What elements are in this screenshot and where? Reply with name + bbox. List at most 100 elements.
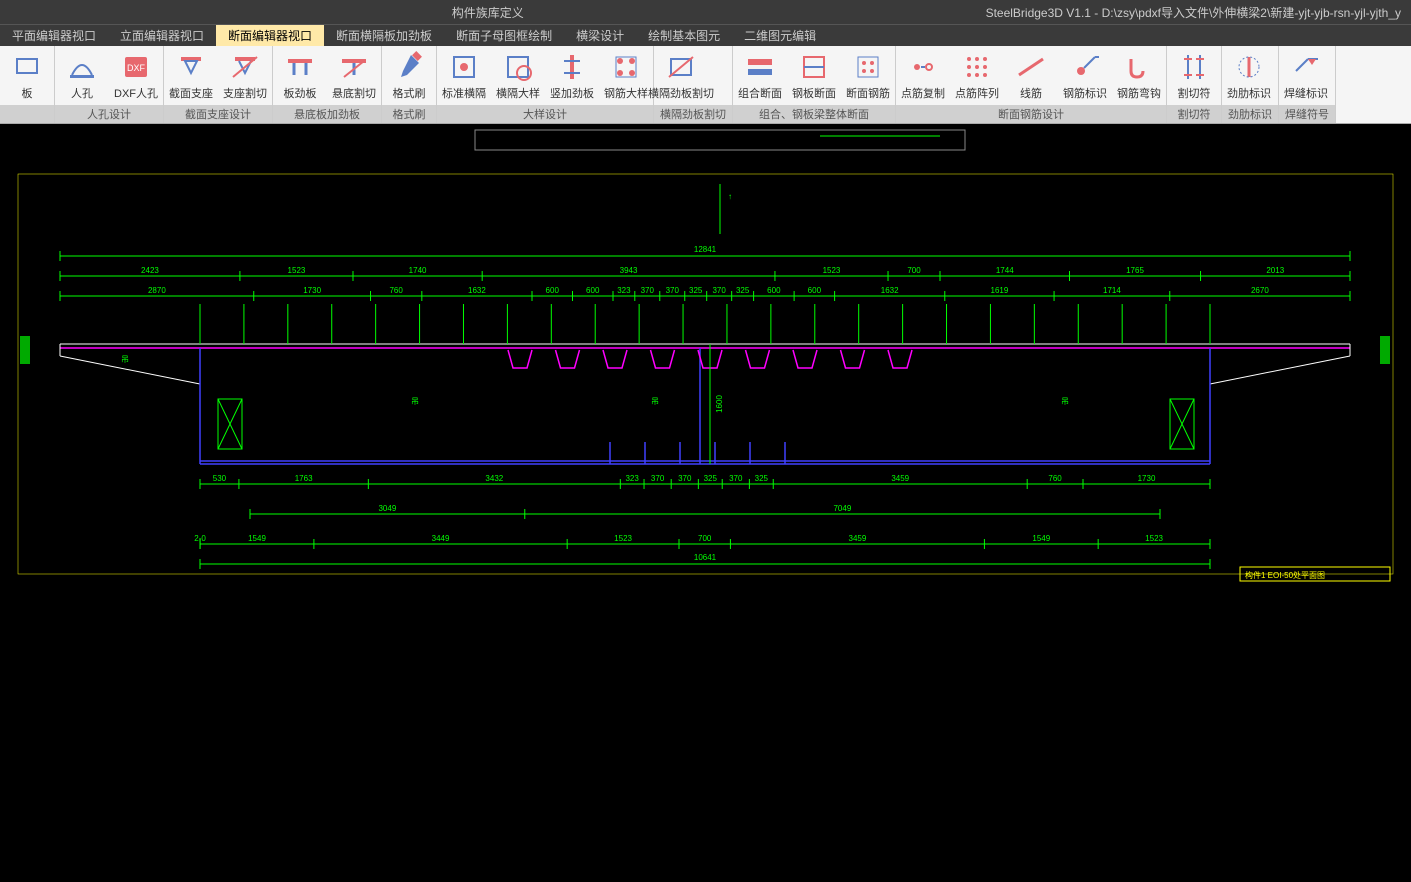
ribbon-group-8: 点筋复制点筋阵列线筋钢筋标识钢筋弯钩断面钢筋设计 — [896, 46, 1167, 123]
rebarmark-icon — [1069, 51, 1101, 83]
svg-text:700: 700 — [907, 266, 921, 275]
std-diaphragm-label: 标准横隔 — [442, 85, 486, 101]
ribbon-group-label-1: 人孔设计 — [55, 105, 163, 123]
dxf-icon: DXF — [120, 51, 152, 83]
svg-text:构件1 EOI-50处平面图: 构件1 EOI-50处平面图 — [1245, 570, 1325, 580]
stiff-mark-label: 劲肋标识 — [1227, 85, 1271, 101]
ribbon: 板人孔 DXF DXF人孔人孔设计截面支座支座割切截面支座设计板劲板悬底割切悬底板加… — [0, 46, 1411, 124]
svg-text:325: 325 — [736, 286, 750, 295]
rebar-hook-label: 钢筋弯钩 — [1117, 85, 1161, 101]
tab-2[interactable]: 断面编辑器视口 — [216, 25, 324, 46]
point-copy-button[interactable]: 点筋复制 — [896, 46, 950, 105]
svg-text:1765: 1765 — [1126, 266, 1144, 275]
cut-symbol-label: 割切符 — [1178, 85, 1211, 101]
std-diaphragm-button[interactable]: 标准横隔 — [437, 46, 491, 105]
rebar-mark-button[interactable]: 钢筋标识 — [1058, 46, 1112, 105]
plate-stiff-label: 板劲板 — [284, 85, 317, 101]
cantcut-icon — [338, 51, 370, 83]
svg-text:3943: 3943 — [620, 266, 638, 275]
tab-5[interactable]: 横梁设计 — [564, 25, 636, 46]
dia-stiff-cut-button[interactable]: 横隔劲板割切 — [654, 46, 708, 105]
weld-mark-button[interactable]: 焊缝标识 — [1279, 46, 1333, 105]
svg-text:1619: 1619 — [991, 286, 1009, 295]
secrebar-icon — [852, 51, 884, 83]
ribbon-group-11: 焊缝标识焊缝符号 — [1279, 46, 1336, 123]
ribbon-group-label-6: 横隔劲板割切 — [654, 105, 732, 123]
line-rebar-button[interactable]: 线筋 — [1004, 46, 1058, 105]
tab-7[interactable]: 二维图元编辑 — [732, 25, 828, 46]
ribbon-group-label-8: 断面钢筋设计 — [896, 105, 1166, 123]
ribbon-group-label-7: 组合、钢板梁整体断面 — [733, 105, 895, 123]
svg-text:370: 370 — [712, 286, 726, 295]
stiff-mark-button[interactable]: 劲肋标识 — [1222, 46, 1276, 105]
format-brush-label: 格式刷 — [393, 85, 426, 101]
svg-text:2423: 2423 — [141, 266, 159, 275]
ribbon-group-3: 板劲板悬底割切悬底板加劲板 — [273, 46, 382, 123]
platestiff-icon — [284, 51, 316, 83]
ribbon-group-9: 割切符割切符 — [1167, 46, 1222, 123]
svg-text:600: 600 — [546, 286, 560, 295]
svg-text:2670: 2670 — [1251, 286, 1269, 295]
svg-text:1730: 1730 — [303, 286, 321, 295]
tab-4[interactable]: 断面子母图框绘制 — [444, 25, 564, 46]
rebar-hook-button[interactable]: 钢筋弯钩 — [1112, 46, 1166, 105]
svg-text:1763: 1763 — [295, 474, 313, 483]
svg-text:1549: 1549 — [1032, 534, 1050, 543]
drawing-canvas[interactable]: 吊吊吊吊128412423152317403943152370017441765… — [0, 124, 1411, 882]
ribbon-group-6: 横隔劲板割切横隔劲板割切 — [654, 46, 733, 123]
svg-text:3432: 3432 — [485, 474, 503, 483]
tab-1[interactable]: 立面编辑器视口 — [108, 25, 216, 46]
diaphragm-detail-button[interactable]: 横隔大样 — [491, 46, 545, 105]
svg-text:530: 530 — [213, 474, 227, 483]
svg-text:600: 600 — [767, 286, 781, 295]
svg-text:吊: 吊 — [651, 397, 659, 406]
ribbon-group-2: 截面支座支座割切截面支座设计 — [164, 46, 273, 123]
ribbon-group-label-11: 焊缝符号 — [1279, 105, 1335, 123]
plate-section-button[interactable]: 钢板断面 — [787, 46, 841, 105]
manhole-button[interactable]: 人孔 — [55, 46, 109, 105]
cant-cut-button[interactable]: 悬底割切 — [327, 46, 381, 105]
section-support-button[interactable]: 截面支座 — [164, 46, 218, 105]
titlebar-path: SteelBridge3D V1.1 - D:\zsy\pdxf导入文件\外伸横… — [976, 4, 1411, 21]
svg-text:370: 370 — [641, 286, 655, 295]
plate-stiff-button[interactable]: 板劲板 — [273, 46, 327, 105]
format-brush-button[interactable]: 格式刷 — [382, 46, 436, 105]
tab-3[interactable]: 断面横隔板加劲板 — [324, 25, 444, 46]
titlebar-center: 构件族库定义 — [0, 4, 976, 21]
cut-symbol-button[interactable]: 割切符 — [1167, 46, 1221, 105]
vstiff-icon — [556, 51, 588, 83]
point-array-label: 点筋阵列 — [955, 85, 999, 101]
svg-text:370: 370 — [651, 474, 665, 483]
board-button[interactable]: 板 — [0, 46, 54, 105]
svg-text:1740: 1740 — [409, 266, 427, 275]
svg-text:325: 325 — [689, 286, 703, 295]
svg-text:3459: 3459 — [849, 534, 867, 543]
combo-section-label: 组合断面 — [738, 85, 782, 101]
dxf-manhole-button[interactable]: DXF DXF人孔 — [109, 46, 163, 105]
ribbon-group-5: 标准横隔横隔大样竖加劲板钢筋大样大样设计 — [437, 46, 654, 123]
rebarhook-icon — [1123, 51, 1155, 83]
svg-text:12841: 12841 — [694, 245, 717, 254]
ribbon-group-label-0 — [0, 105, 54, 123]
ptarray-icon — [961, 51, 993, 83]
tab-0[interactable]: 平面编辑器视口 — [0, 25, 108, 46]
svg-text:3449: 3449 — [432, 534, 450, 543]
svg-text:760: 760 — [1048, 474, 1062, 483]
vert-stiff-button[interactable]: 竖加劲板 — [545, 46, 599, 105]
section-rebar-button[interactable]: 断面钢筋 — [841, 46, 895, 105]
ribbon-group-1: 人孔 DXF DXF人孔人孔设计 — [55, 46, 164, 123]
svg-text:吊: 吊 — [1061, 397, 1069, 406]
point-array-button[interactable]: 点筋阵列 — [950, 46, 1004, 105]
svg-text:1730: 1730 — [1138, 474, 1156, 483]
board-icon — [11, 51, 43, 83]
ribbon-group-0: 板 — [0, 46, 55, 123]
svg-text:370: 370 — [678, 474, 692, 483]
tab-6[interactable]: 绘制基本图元 — [636, 25, 732, 46]
dia-stiff-cut-label: 横隔劲板割切 — [648, 85, 714, 101]
support-cut-button[interactable]: 支座割切 — [218, 46, 272, 105]
plate-section-label: 钢板断面 — [792, 85, 836, 101]
diacut-icon — [665, 51, 697, 83]
dxf-manhole-label: DXF人孔 — [114, 85, 158, 101]
rebar-detail-button[interactable]: 钢筋大样 — [599, 46, 653, 105]
combo-section-button[interactable]: 组合断面 — [733, 46, 787, 105]
